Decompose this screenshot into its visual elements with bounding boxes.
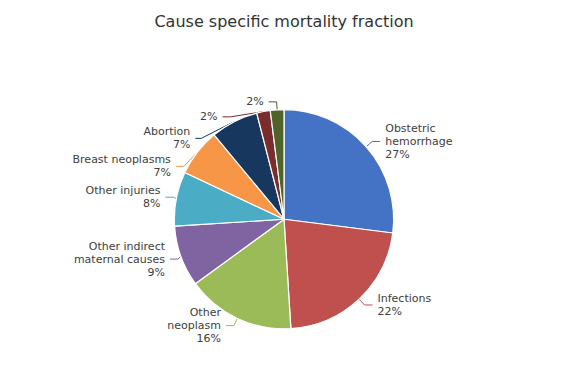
svg-text:2%: 2% [246,95,263,108]
svg-text:2%: 2% [200,110,217,123]
svg-text:Other indirect: Other indirect [89,240,166,253]
svg-text:8%: 8% [143,197,160,210]
svg-text:9%: 9% [148,266,165,279]
svg-text:16%: 16% [196,332,220,345]
svg-text:7%: 7% [153,166,170,179]
svg-text:Obstetric: Obstetric [385,122,435,135]
svg-text:27%: 27% [385,148,409,161]
svg-text:7%: 7% [173,138,190,151]
svg-text:maternal causes: maternal causes [74,253,165,266]
svg-text:Other injuries: Other injuries [86,184,161,197]
svg-text:Breast neoplasms: Breast neoplasms [73,153,172,166]
svg-text:hemorrhage: hemorrhage [385,135,453,148]
svg-text:Other: Other [190,306,222,319]
svg-text:Cause specific mortality fract: Cause specific mortality fraction [154,12,413,31]
svg-text:Infections: Infections [378,292,432,305]
svg-text:neoplasm: neoplasm [167,319,221,332]
svg-text:22%: 22% [378,305,402,318]
svg-text:Abortion: Abortion [143,125,190,138]
